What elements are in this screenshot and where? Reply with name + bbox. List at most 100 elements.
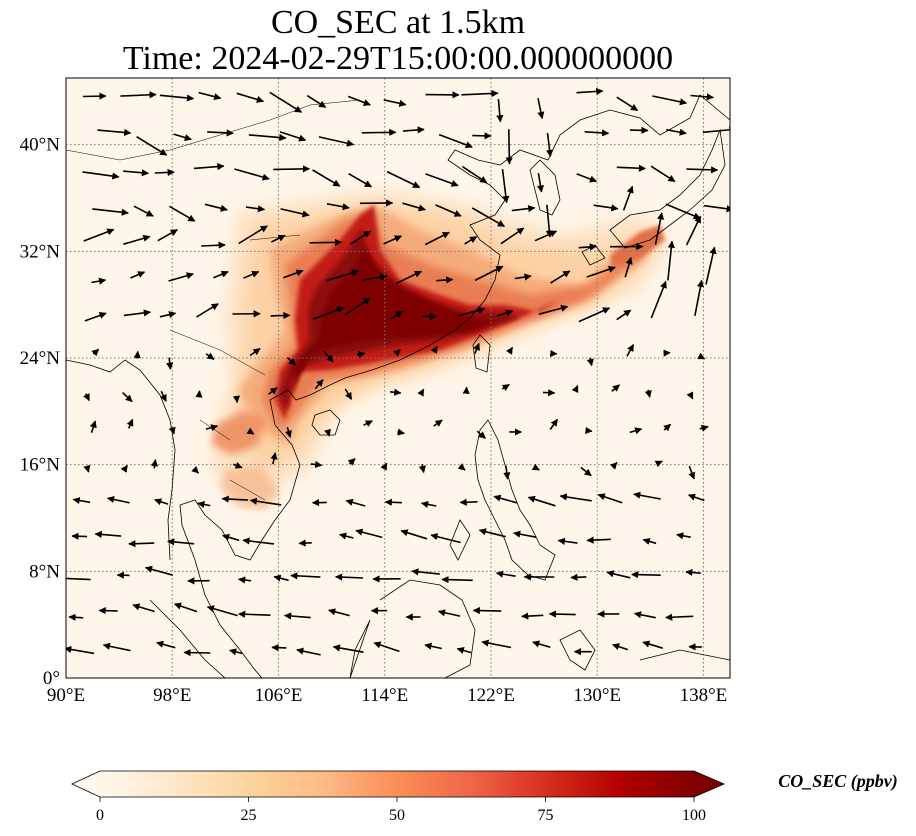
wind-vector-arrow: [521, 612, 544, 620]
wind-vector-arrow: [616, 309, 632, 321]
wind-vector-arrow: [332, 644, 364, 653]
wind-vector-arrow: [550, 270, 571, 284]
wind-vector-arrow: [578, 307, 611, 323]
wind-vector-arrow: [173, 602, 198, 613]
wind-vector-arrow: [622, 185, 634, 211]
wind-vector-arrow: [702, 126, 730, 134]
wind-vector-arrow: [417, 388, 425, 397]
wind-vector-arrow: [309, 238, 343, 247]
wind-vector-arrow: [249, 497, 282, 506]
wind-vector-arrow: [386, 170, 421, 189]
wind-vector-arrow: [652, 95, 688, 106]
wind-vector-arrow: [411, 568, 440, 576]
wind-vector-arrow: [644, 389, 652, 398]
wind-vector-arrow: [495, 570, 516, 578]
wind-vector-arrow: [430, 345, 438, 354]
wind-vector-arrow: [229, 648, 243, 656]
wind-vector-arrow: [71, 532, 88, 540]
wind-vector-arrow: [650, 280, 667, 319]
colorbar-gradient: [71, 770, 726, 798]
wind-vector-arrow: [436, 276, 454, 284]
wind-vector-arrow: [132, 603, 155, 613]
wind-vector-arrow: [534, 230, 558, 242]
wind-vector-arrow: [349, 230, 372, 245]
wind-vector-arrow: [205, 424, 219, 432]
wind-vector-arrow: [328, 608, 350, 617]
wind-vector-arrow: [120, 91, 157, 99]
wind-vector-arrow: [232, 461, 243, 469]
wind-vector-arrow: [197, 500, 211, 509]
wind-vector-arrow: [273, 574, 289, 582]
wind-vector-arrow: [173, 133, 192, 141]
map-title-line1: CO_SEC at 1.5km: [270, 4, 526, 41]
wind-vector-arrow: [493, 494, 517, 504]
wind-vector-arrow: [650, 165, 676, 183]
co-sec-field: [210, 190, 670, 510]
wind-vector-arrow: [531, 463, 540, 471]
wind-vector-arrow: [193, 163, 225, 171]
wind-vector-arrow: [457, 306, 486, 317]
wind-vector-arrow: [91, 348, 100, 357]
colorbar-ticks: 0 25 50 75 100: [96, 797, 706, 824]
wind-vector-arrow: [128, 540, 155, 548]
wind-vector-arrow: [205, 352, 215, 360]
lon-tick-label: 114°E: [361, 685, 408, 706]
wind-vector-arrow: [133, 205, 154, 217]
wind-vector-arrow: [665, 613, 694, 621]
wind-vector-arrow: [496, 309, 514, 317]
wind-vector-arrow: [232, 395, 240, 404]
wind-vector-arrow: [82, 92, 107, 100]
wind-vector-arrow: [280, 208, 310, 218]
wind-vector-arrow: [418, 464, 426, 474]
wind-vector-arrow: [570, 573, 587, 581]
wind-vector-arrow: [102, 642, 131, 652]
wind-vector-arrow: [690, 93, 714, 101]
wind-vector-arrow: [159, 311, 177, 319]
wind-vector-arrow: [384, 498, 402, 506]
map-title-line2: Time: 2024-02-29T15:00:00.000000000: [122, 40, 674, 77]
wind-vector-arrow: [270, 452, 278, 465]
wind-vector-arrow: [593, 204, 619, 212]
wind-vector-arrow: [676, 532, 691, 540]
wind-vector-arrow: [284, 426, 292, 438]
wind-vector-arrow: [471, 207, 506, 228]
wind-vector-arrow: [156, 640, 176, 649]
wind-vector-arrow: [133, 350, 141, 359]
wind-vector-arrow: [221, 495, 249, 503]
wind-vector-arrow: [234, 168, 270, 181]
wind-vector-arrow: [501, 169, 510, 204]
wind-vector-arrow: [122, 392, 133, 403]
wind-vector-arrow: [430, 533, 461, 544]
wind-vector-arrow: [481, 639, 512, 649]
wind-vector-arrow: [66, 574, 91, 583]
wind-vector-arrow: [420, 500, 437, 508]
wind-vector-arrow: [207, 129, 234, 137]
wind-vector-arrow: [325, 269, 360, 282]
lon-tick-label: 138°E: [680, 685, 728, 706]
wind-vector-arrow: [616, 164, 647, 172]
lat-tick-label: 16°N: [20, 455, 61, 476]
wind-vector-arrow: [609, 461, 618, 470]
colorbar-tick-label: 100: [682, 807, 706, 824]
wind-vector-arrow: [400, 529, 428, 540]
wind-vector-arrow: [685, 215, 702, 246]
wind-vector-arrow: [654, 212, 665, 245]
wind-vector-arrow: [355, 528, 383, 539]
wind-vector-arrow: [472, 606, 502, 615]
wind-vector-arrow: [586, 265, 616, 278]
wind-vector-arrow: [373, 641, 400, 653]
wind-vector-arrow: [536, 172, 544, 193]
colorbar-tick-label: 0: [96, 807, 104, 824]
colorbar-tick-label: 50: [389, 807, 405, 824]
wind-vector-arrow: [120, 464, 128, 473]
wind-vector-arrow: [126, 418, 134, 429]
wind-vector-arrow: [538, 304, 569, 315]
wind-vector-arrow: [273, 165, 311, 173]
colorbar-tick-label: 25: [241, 807, 257, 824]
wind-vector-arrow: [578, 243, 598, 251]
wind-vector-arrow: [576, 87, 604, 96]
wind-vector-arrow: [198, 91, 222, 101]
wind-vector-arrow: [571, 385, 579, 394]
wind-vector-arrow: [201, 241, 226, 249]
wind-vector-arrow: [306, 94, 327, 108]
